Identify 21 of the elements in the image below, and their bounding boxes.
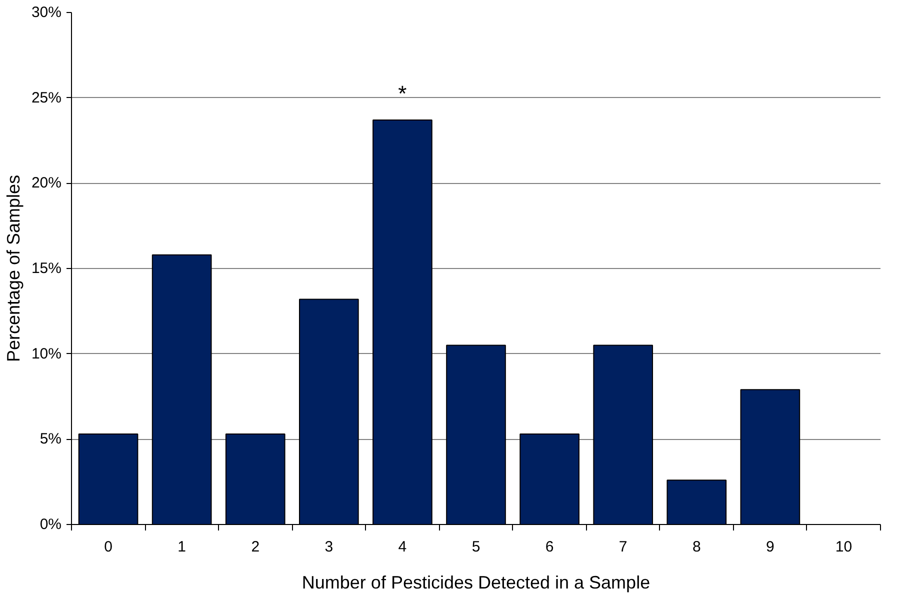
x-tick-label: 8 bbox=[692, 538, 701, 556]
x-tick-label: 4 bbox=[398, 538, 407, 556]
x-tick-label: 7 bbox=[618, 538, 628, 556]
y-tick-label: 25% bbox=[31, 89, 62, 106]
y-tick-label: 20% bbox=[31, 174, 62, 192]
x-tick-label: 5 bbox=[472, 538, 480, 556]
y-axis-title: Percentage of Samples bbox=[3, 174, 24, 362]
x-tick-label: 6 bbox=[545, 538, 554, 556]
y-tick-label: 5% bbox=[40, 430, 62, 448]
x-tick-label: 0 bbox=[104, 538, 112, 556]
y-tick-label: 15% bbox=[31, 260, 62, 277]
y-tick-label: 0% bbox=[40, 516, 62, 533]
x-tick-label: 10 bbox=[835, 538, 852, 556]
y-tick-label: 30% bbox=[31, 4, 62, 21]
x-tick-label: 3 bbox=[324, 538, 334, 556]
x-tick-label: 2 bbox=[251, 538, 260, 556]
x-tick-label: 9 bbox=[766, 538, 774, 556]
annotation: * bbox=[398, 81, 408, 106]
x-axis-title: Number of Pesticides Detected in a Sample bbox=[302, 572, 650, 592]
x-tick-label: 1 bbox=[178, 538, 186, 556]
y-tick-label: 10% bbox=[31, 345, 62, 362]
